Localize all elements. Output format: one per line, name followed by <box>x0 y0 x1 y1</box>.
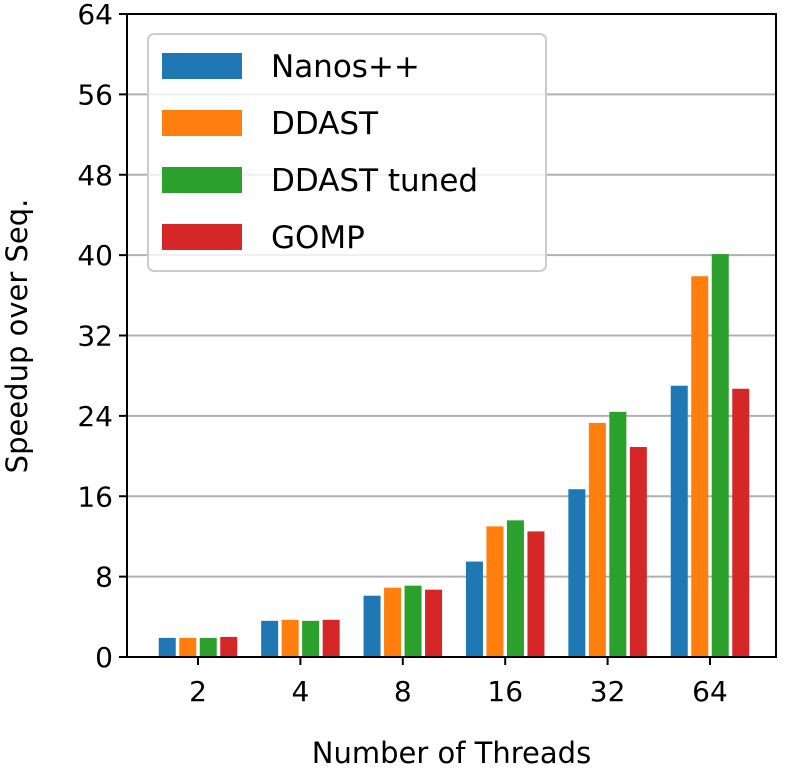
bar <box>425 589 443 657</box>
x-tick-label: 2 <box>189 675 207 708</box>
y-axis: 0 8 16 24 32 40 48 56 64 <box>77 0 127 674</box>
y-tick-label: 16 <box>77 480 113 513</box>
bar <box>465 561 483 657</box>
bar <box>281 619 299 657</box>
bar <box>261 620 279 657</box>
y-tick-label: 24 <box>77 400 113 433</box>
bar <box>199 637 217 657</box>
bars <box>158 254 750 658</box>
bar <box>179 637 197 657</box>
bar <box>588 422 606 657</box>
y-tick-label: 64 <box>77 0 113 31</box>
legend-label: Nanos++ <box>271 49 420 85</box>
bar <box>568 489 586 657</box>
bar <box>158 637 176 657</box>
legend: Nanos++ DDAST DDAST tuned GOMP <box>147 33 547 272</box>
y-tick-label: 48 <box>77 159 113 192</box>
legend-label: DDAST <box>271 106 379 142</box>
bar <box>711 254 729 658</box>
x-tick-label: 4 <box>291 675 309 708</box>
bar <box>609 411 627 657</box>
bar <box>384 587 402 657</box>
legend-label: GOMP <box>271 220 365 256</box>
bar <box>404 585 422 657</box>
legend-swatch <box>162 224 242 250</box>
y-tick-label: 0 <box>95 641 113 674</box>
bar <box>363 595 381 657</box>
bar <box>691 276 709 657</box>
y-tick-label: 8 <box>95 561 113 594</box>
bar <box>322 619 340 657</box>
x-tick-label: 64 <box>692 675 728 708</box>
y-tick-label: 56 <box>77 78 113 111</box>
bar <box>302 620 320 657</box>
y-tick-label: 32 <box>77 320 113 353</box>
y-axis-title: Speedup over Seq. <box>0 199 34 474</box>
x-tick-label: 32 <box>590 675 626 708</box>
x-tick-label: 8 <box>394 675 412 708</box>
bar <box>629 447 647 657</box>
legend-swatch <box>162 110 242 136</box>
legend-box <box>147 33 547 272</box>
x-tick-label: 16 <box>487 675 523 708</box>
legend-swatch <box>162 53 242 79</box>
legend-label: DDAST tuned <box>271 163 478 199</box>
bar <box>670 385 688 657</box>
bar <box>506 520 524 657</box>
bar <box>486 526 504 657</box>
bar <box>527 531 545 657</box>
x-axis-title: Number of Threads <box>312 736 591 770</box>
bar <box>220 636 238 657</box>
y-tick-label: 40 <box>77 239 113 272</box>
bar <box>732 388 750 657</box>
legend-swatch <box>162 167 242 193</box>
x-axis: 2 4 8 16 32 64 <box>189 657 728 708</box>
